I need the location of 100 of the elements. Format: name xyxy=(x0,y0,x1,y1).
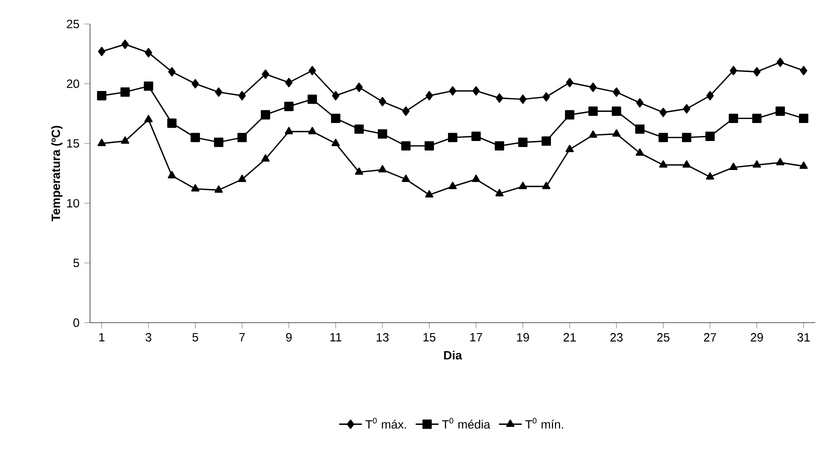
point xyxy=(168,171,176,178)
point xyxy=(120,87,130,97)
point xyxy=(658,132,668,142)
point xyxy=(636,148,644,156)
point xyxy=(284,102,294,112)
point xyxy=(378,165,387,172)
point xyxy=(660,108,667,118)
point xyxy=(354,124,364,134)
x-tick-label: 11 xyxy=(330,333,342,342)
point xyxy=(120,136,130,144)
point xyxy=(191,184,200,192)
point xyxy=(354,167,364,175)
point xyxy=(800,66,808,76)
point xyxy=(424,141,434,151)
x-tick-label: 5 xyxy=(192,333,198,342)
point xyxy=(730,66,738,76)
point xyxy=(518,182,527,190)
point xyxy=(612,106,622,116)
point xyxy=(402,174,410,182)
point xyxy=(262,70,270,79)
point xyxy=(542,92,550,102)
point xyxy=(752,160,761,168)
point xyxy=(284,126,294,134)
x-tick-label: 21 xyxy=(564,333,576,342)
point xyxy=(588,106,598,116)
point xyxy=(682,132,692,142)
point xyxy=(705,132,715,141)
point xyxy=(238,91,246,100)
point xyxy=(402,106,410,116)
point xyxy=(167,118,177,128)
x-tick-label: 7 xyxy=(239,333,245,342)
point xyxy=(98,138,106,146)
point xyxy=(401,141,411,151)
point xyxy=(471,132,481,141)
point xyxy=(612,129,621,137)
point xyxy=(518,138,528,147)
point xyxy=(238,174,246,182)
y-tick-label: 0 xyxy=(73,318,80,327)
point xyxy=(168,67,176,76)
point xyxy=(682,104,690,114)
point xyxy=(542,182,550,190)
point xyxy=(472,174,480,182)
x-tick-label: 29 xyxy=(750,333,763,342)
point xyxy=(566,78,574,88)
point xyxy=(448,182,457,190)
point xyxy=(566,144,574,152)
point xyxy=(190,132,200,142)
x-tick-label: 31 xyxy=(797,333,810,342)
point xyxy=(449,86,456,96)
x-axis-title: Dia xyxy=(444,350,462,360)
point xyxy=(496,93,504,103)
point xyxy=(378,129,388,139)
point xyxy=(753,67,761,76)
point xyxy=(214,185,223,193)
point xyxy=(426,91,433,100)
x-tick-label: 27 xyxy=(704,333,716,342)
point xyxy=(706,91,714,100)
x-tick-label: 9 xyxy=(286,333,292,342)
point xyxy=(612,87,620,97)
point xyxy=(494,141,504,151)
point xyxy=(728,114,738,124)
y-axis-title: Temperatura (ºC) xyxy=(51,126,62,222)
point xyxy=(97,91,106,100)
point xyxy=(706,172,714,180)
point xyxy=(589,82,597,92)
x-tick-label: 19 xyxy=(517,333,529,342)
point xyxy=(308,126,316,134)
point xyxy=(729,162,738,170)
x-tick-label: 13 xyxy=(376,333,389,342)
point xyxy=(144,48,152,58)
point xyxy=(308,94,317,104)
x-tick-label: 25 xyxy=(657,333,670,342)
point xyxy=(519,94,527,104)
y-tick-label: 25 xyxy=(66,20,80,28)
point xyxy=(425,190,434,198)
x-tick-label: 3 xyxy=(146,333,152,342)
y-tick-label: 20 xyxy=(66,79,80,88)
point xyxy=(682,160,691,168)
point xyxy=(237,132,247,142)
point xyxy=(192,79,199,88)
point xyxy=(332,138,340,146)
x-tick-label: 23 xyxy=(610,333,623,342)
point xyxy=(332,91,340,100)
point xyxy=(215,87,222,97)
point xyxy=(355,82,363,92)
point xyxy=(378,96,386,106)
point xyxy=(800,161,808,169)
point xyxy=(659,160,668,168)
y-tick-label: 15 xyxy=(67,139,80,148)
point xyxy=(495,188,504,196)
point xyxy=(776,58,784,67)
x-tick-label: 17 xyxy=(470,333,482,342)
legend-label: T$^{0}$ mín. xyxy=(525,418,564,429)
point xyxy=(776,158,784,166)
point xyxy=(635,124,645,134)
x-tick-label: 1 xyxy=(99,333,104,342)
point xyxy=(214,138,224,147)
legend-label: T$^{0}$ média xyxy=(442,418,490,429)
point xyxy=(144,81,154,91)
y-tick-label: 10 xyxy=(67,198,80,208)
